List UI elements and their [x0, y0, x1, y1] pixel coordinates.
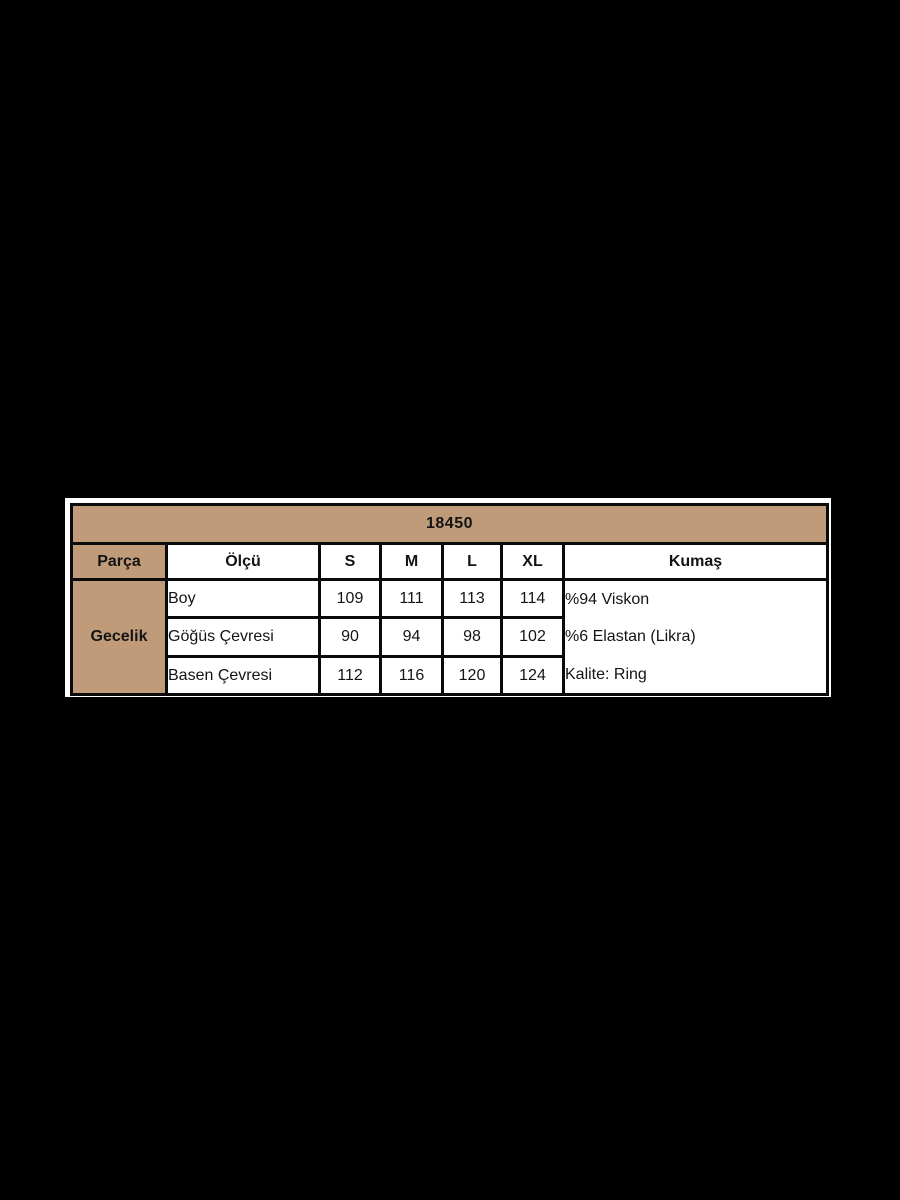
header-row: Parça Ölçü S M L XL Kumaş: [70, 542, 830, 581]
value-gogus-xl: 102: [500, 616, 565, 658]
col-header-kumas: Kumaş: [561, 542, 830, 581]
table-row-boy: Gecelik Boy 109 111 113 114 %94 Viskon %…: [70, 577, 830, 696]
fabric-line-elastan: %6 Elastan (Likra): [565, 628, 696, 646]
fabric-line-viskon: %94 Viskon: [565, 590, 650, 608]
size-chart-table: 18450 Parça Ölçü S M L XL Kumaş Gecelik …: [69, 503, 830, 697]
product-code: 18450: [69, 503, 830, 545]
col-header-olcu: Ölçü: [165, 542, 321, 581]
col-header-size-m: M: [379, 542, 444, 581]
value-boy-s: 109: [318, 577, 382, 620]
col-header-parca: Parça: [70, 542, 168, 581]
measure-label-gogus: Göğüs Çevresi: [165, 616, 321, 658]
measure-label-basen: Basen Çevresi: [165, 654, 321, 697]
value-boy-m: 111: [379, 577, 444, 620]
fabric-lines: %94 Viskon %6 Elastan (Likra) Kalite: Ri…: [565, 583, 825, 692]
value-basen-m: 116: [379, 654, 444, 697]
fabric-info-cell: %94 Viskon %6 Elastan (Likra) Kalite: Ri…: [561, 578, 830, 696]
value-gogus-m: 94: [379, 616, 444, 658]
value-gogus-l: 98: [441, 616, 503, 658]
col-header-size-s: S: [318, 542, 382, 581]
col-header-size-xl: XL: [500, 542, 565, 581]
value-basen-xl: 124: [500, 654, 565, 697]
value-basen-s: 112: [318, 654, 382, 697]
value-gogus-s: 90: [318, 616, 382, 658]
value-basen-l: 120: [441, 654, 503, 697]
measure-label-boy: Boy: [165, 577, 321, 620]
table-row-gogus: Göğüs Çevresi 90 94 98 102: [72, 616, 828, 658]
col-header-size-l: L: [441, 542, 503, 581]
size-chart-sheet: 18450 Parça Ölçü S M L XL Kumaş Gecelik …: [65, 498, 831, 697]
group-label-gecelik: Gecelik: [70, 578, 168, 696]
value-boy-l: 113: [441, 577, 503, 620]
title-row: 18450: [69, 503, 830, 545]
value-boy-xl: 114: [500, 577, 565, 620]
table-row-basen: Basen Çevresi 112 116 120 124: [72, 654, 828, 697]
fabric-line-kalite: Kalite: Ring: [565, 665, 647, 683]
